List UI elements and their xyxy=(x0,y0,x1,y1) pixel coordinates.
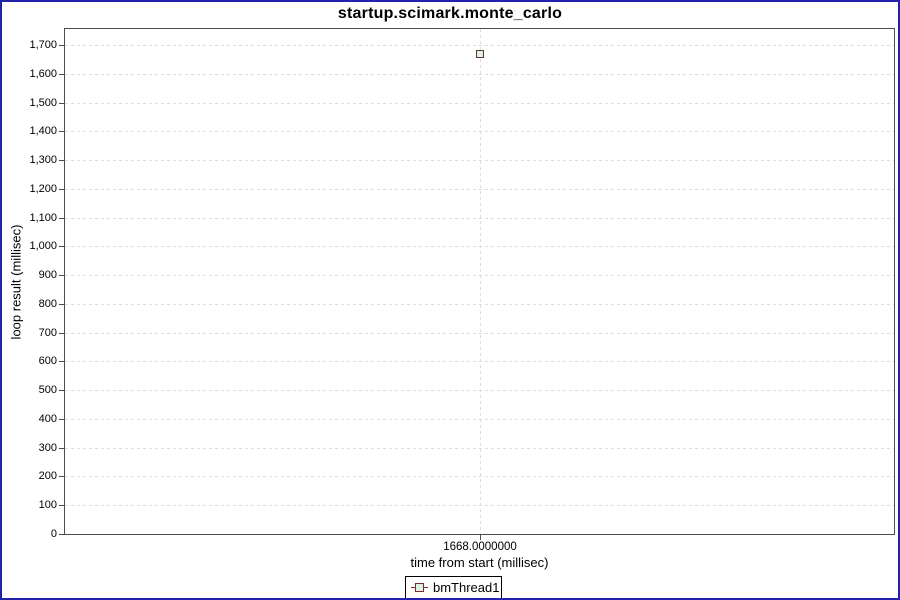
y-tick-mark xyxy=(59,246,64,247)
y-gridline xyxy=(65,74,894,75)
y-tick-mark xyxy=(59,448,64,449)
legend: bmThread1 xyxy=(405,576,502,598)
y-tick-label: 1,200 xyxy=(29,183,57,195)
y-tick-mark xyxy=(59,189,64,190)
y-tick-mark xyxy=(59,390,64,391)
y-gridline xyxy=(65,189,894,190)
data-point-bmThread1 xyxy=(476,50,484,58)
x-gridline xyxy=(480,29,481,534)
y-tick-mark xyxy=(59,505,64,506)
chart-title: startup.scimark.monte_carlo xyxy=(337,5,563,22)
y-gridline xyxy=(65,160,894,161)
x-tick-label: 1668.0000000 xyxy=(443,541,517,553)
y-tick-mark xyxy=(59,45,64,46)
y-tick-mark xyxy=(59,275,64,276)
y-gridline xyxy=(65,361,894,362)
legend-series-label: bmThread1 xyxy=(433,580,500,595)
y-tick-mark xyxy=(59,131,64,132)
y-tick-label: 100 xyxy=(38,499,57,511)
y-tick-label: 600 xyxy=(38,355,57,367)
y-gridline xyxy=(65,103,894,104)
y-gridline xyxy=(65,476,894,477)
y-tick-label: 1,500 xyxy=(29,97,57,109)
y-tick-label: 200 xyxy=(38,470,57,482)
legend-series-marker xyxy=(411,583,428,592)
legend-square-marker-icon xyxy=(415,583,424,592)
y-tick-label: 1,100 xyxy=(29,212,57,224)
y-tick-label: 800 xyxy=(38,298,57,310)
x-tick-mark xyxy=(480,535,481,540)
y-gridline xyxy=(65,390,894,391)
y-gridline xyxy=(65,246,894,247)
y-tick-mark xyxy=(59,218,64,219)
y-tick-mark xyxy=(59,160,64,161)
y-gridline xyxy=(65,419,894,420)
y-tick-mark xyxy=(59,534,64,535)
y-tick-mark xyxy=(59,419,64,420)
y-tick-mark xyxy=(59,361,64,362)
y-gridline xyxy=(65,333,894,334)
plot-area xyxy=(64,28,895,535)
y-gridline xyxy=(65,505,894,506)
y-tick-mark xyxy=(59,103,64,104)
y-tick-mark xyxy=(59,476,64,477)
y-tick-label: 400 xyxy=(38,413,57,425)
y-gridline xyxy=(65,304,894,305)
y-tick-label: 1,700 xyxy=(29,39,57,51)
y-tick-label: 1,400 xyxy=(29,125,57,137)
y-tick-mark xyxy=(59,304,64,305)
y-tick-label: 500 xyxy=(38,384,57,396)
x-axis-label: time from start (millisec) xyxy=(410,555,549,570)
y-tick-label: 700 xyxy=(38,327,57,339)
y-tick-label: 0 xyxy=(50,528,57,540)
y-gridline xyxy=(65,131,894,132)
y-tick-mark xyxy=(59,74,64,75)
y-tick-label: 900 xyxy=(38,269,57,281)
y-tick-label: 1,000 xyxy=(29,240,57,252)
y-gridline xyxy=(65,218,894,219)
y-tick-label: 1,300 xyxy=(29,154,57,166)
y-gridline xyxy=(65,275,894,276)
y-tick-label: 300 xyxy=(38,442,57,454)
y-tick-label: 1,600 xyxy=(29,68,57,80)
y-axis-label: loop result (millisec) xyxy=(8,224,24,340)
y-tick-mark xyxy=(59,333,64,334)
y-gridline xyxy=(65,448,894,449)
y-gridline xyxy=(65,45,894,46)
